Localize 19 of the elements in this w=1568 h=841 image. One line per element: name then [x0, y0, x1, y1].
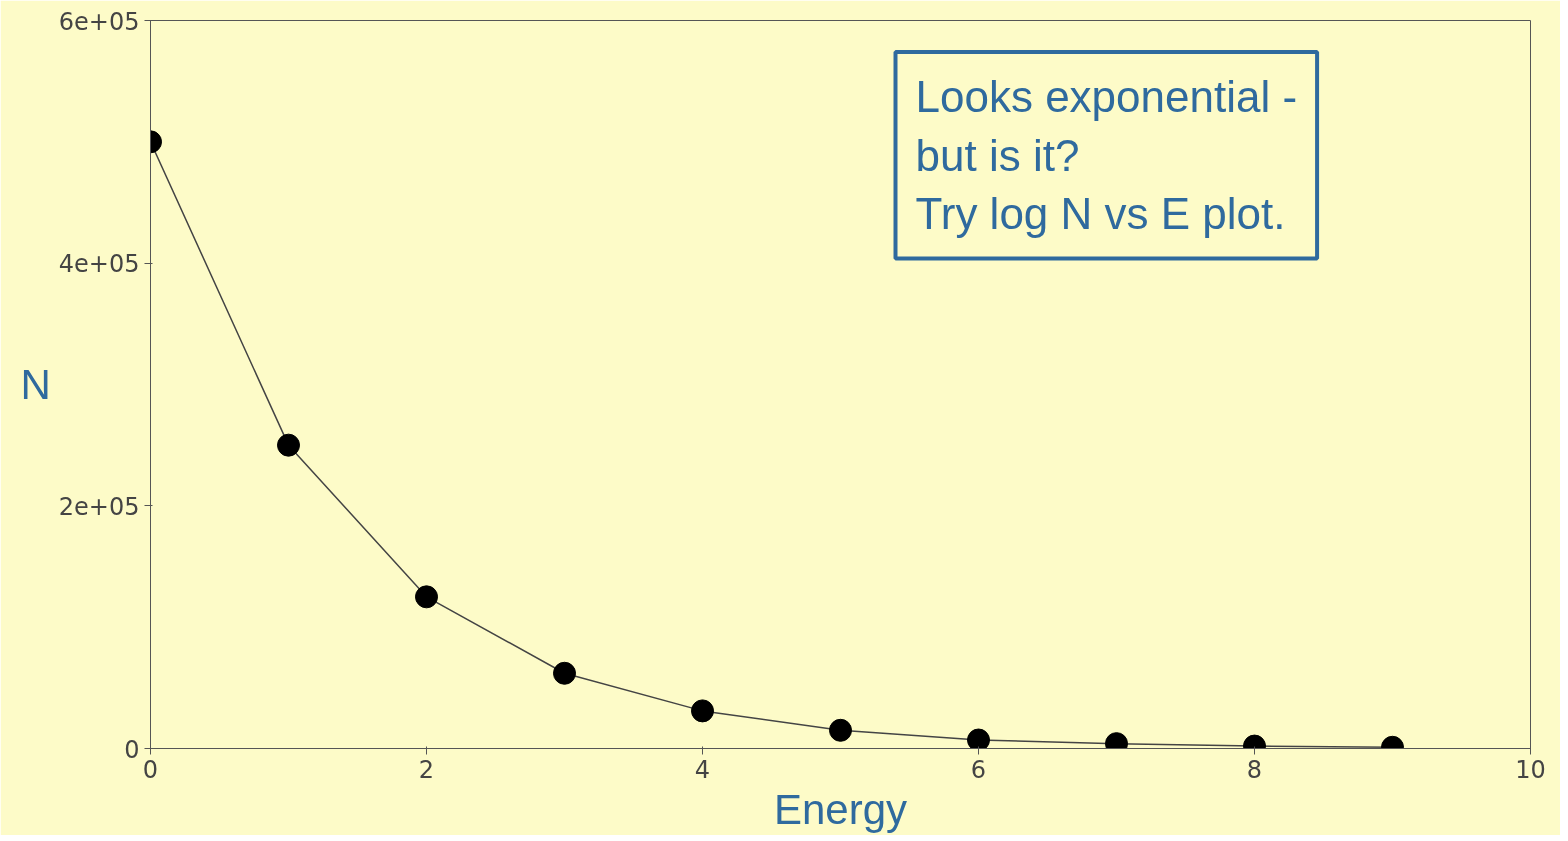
x-tick-label: 0 — [142, 755, 159, 784]
x-tick-label: 2 — [418, 755, 435, 784]
point — [691, 699, 714, 723]
point — [967, 728, 990, 749]
point — [829, 718, 852, 742]
y-tick-label: 4e+05 — [58, 250, 140, 279]
point — [553, 661, 576, 685]
x-tick-label: 4 — [694, 755, 711, 784]
y-tick-label: 6e+05 — [58, 7, 140, 36]
x-tick-label: 8 — [1246, 755, 1263, 784]
y-axis-title: N — [20, 361, 51, 408]
annotation: Looks exponential - but is it? Try log N vs E plot. — [915, 71, 1298, 239]
point — [277, 433, 300, 457]
x-tick-label: 10 — [1515, 755, 1546, 784]
point — [415, 585, 438, 609]
x-axis-title: Energy — [773, 785, 908, 833]
y-tick-label: 0 — [124, 735, 140, 764]
x-tick-label: 6 — [970, 755, 987, 784]
y-tick-label: 2e+05 — [58, 492, 140, 521]
